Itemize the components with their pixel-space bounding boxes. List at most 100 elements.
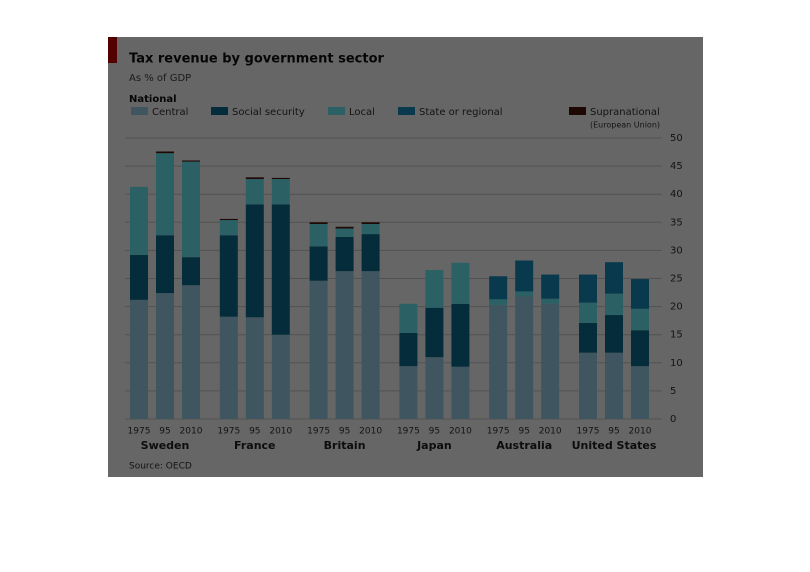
bar-segment <box>130 186 148 255</box>
group-label: Sweden <box>141 439 190 452</box>
bar-segment <box>335 236 354 272</box>
bar-segment <box>515 291 534 297</box>
bar-segment <box>156 151 174 154</box>
bar-segment <box>541 303 560 419</box>
bar-segment <box>361 271 380 419</box>
x-tick-label: 2010 <box>629 427 652 437</box>
bar-segment <box>335 271 354 419</box>
x-tick-label: 95 <box>429 427 440 437</box>
bar-segment <box>156 153 174 236</box>
x-tick-label: 2010 <box>359 427 382 437</box>
legend-label: Central <box>152 107 188 118</box>
bar-segment <box>130 299 148 419</box>
bar-segment <box>631 330 649 367</box>
bar-segment <box>605 315 623 353</box>
legend-swatch <box>569 107 586 115</box>
bar-segment <box>271 177 290 180</box>
legend-label: State or regional <box>419 107 503 118</box>
bar-segment <box>182 257 200 286</box>
bar-segment <box>515 260 534 292</box>
bar-segment <box>631 279 649 309</box>
x-tick-label: 1975 <box>487 427 510 437</box>
legend-swatch <box>398 107 415 115</box>
bar-segment <box>399 366 418 419</box>
x-tick-label: 1975 <box>307 427 330 437</box>
x-tick-label: 95 <box>249 427 260 437</box>
group-label: United States <box>572 439 657 452</box>
y-tick-label: 30 <box>670 245 683 256</box>
y-tick-label: 45 <box>670 161 683 172</box>
y-tick-label: 5 <box>670 386 676 397</box>
x-tick-label: 2010 <box>180 427 203 437</box>
source: Source: OECD <box>129 462 192 472</box>
group-label: Australia <box>496 439 552 452</box>
y-tick-label: 15 <box>670 330 683 341</box>
y-tick-label: 35 <box>670 217 683 228</box>
bar-segment <box>631 366 649 419</box>
bar-segment <box>245 317 264 419</box>
bar-segment <box>541 274 560 299</box>
legend-label: Social security <box>232 107 305 118</box>
x-tick-label: 95 <box>339 427 350 437</box>
bar-segment <box>579 302 597 323</box>
bar-segment <box>579 274 597 303</box>
y-tick-label: 0 <box>670 414 676 425</box>
x-tick-label: 1975 <box>217 427 240 437</box>
y-tick-label: 25 <box>670 274 683 285</box>
chart-title: Tax revenue by government sector <box>129 52 385 67</box>
bar-segment <box>451 262 470 304</box>
bar-segment <box>489 299 508 305</box>
y-tick-label: 20 <box>670 302 683 313</box>
bar-segment <box>182 285 200 419</box>
bar-segment <box>451 366 470 419</box>
bar-segment <box>335 226 354 229</box>
group-label: France <box>234 439 275 452</box>
x-tick-label: 95 <box>518 427 529 437</box>
bar-segment <box>182 160 200 162</box>
bar-segment <box>425 307 444 358</box>
x-tick-label: 2010 <box>539 427 562 437</box>
bar-segment <box>219 220 238 236</box>
x-tick-label: 95 <box>159 427 170 437</box>
bar-segment <box>219 235 238 317</box>
bar-segment <box>425 357 444 419</box>
bar-segment <box>605 262 623 294</box>
x-tick-label: 2010 <box>269 427 292 437</box>
brand-mark <box>108 37 117 63</box>
bar-segment <box>156 293 174 419</box>
bar-segment <box>489 276 508 300</box>
bar-segment <box>182 161 200 258</box>
legend-label: Local <box>349 107 375 118</box>
bar-segment <box>245 179 264 205</box>
bar-segment <box>361 234 380 272</box>
bar-segment <box>425 270 444 308</box>
legend-swatch <box>211 107 228 115</box>
bar-segment <box>335 228 354 237</box>
bar-segment <box>399 333 418 367</box>
bar-segment <box>361 223 380 235</box>
bar-segment <box>605 352 623 419</box>
x-tick-label: 95 <box>608 427 619 437</box>
bar-segment <box>399 303 418 334</box>
legend-swatch <box>131 107 148 115</box>
bar-segment <box>271 179 290 205</box>
chart-subtitle: As % of GDP <box>129 73 191 84</box>
bar-segment <box>541 298 560 304</box>
bar-segment <box>605 293 623 316</box>
bar-segment <box>309 222 328 224</box>
bar-segment <box>156 235 174 294</box>
bar-segment <box>245 204 264 318</box>
bar-segment <box>271 204 290 335</box>
legend-sublabel: (European Union) <box>590 121 660 130</box>
x-tick-label: 1975 <box>577 427 600 437</box>
group-label: Japan <box>416 439 452 452</box>
legend-title: National <box>129 94 177 105</box>
bar-segment <box>271 334 290 419</box>
bar-segment <box>219 218 238 221</box>
y-tick-label: 10 <box>670 358 683 369</box>
bar-segment <box>361 222 380 224</box>
bar-segment <box>579 322 597 353</box>
bar-segment <box>219 316 238 419</box>
